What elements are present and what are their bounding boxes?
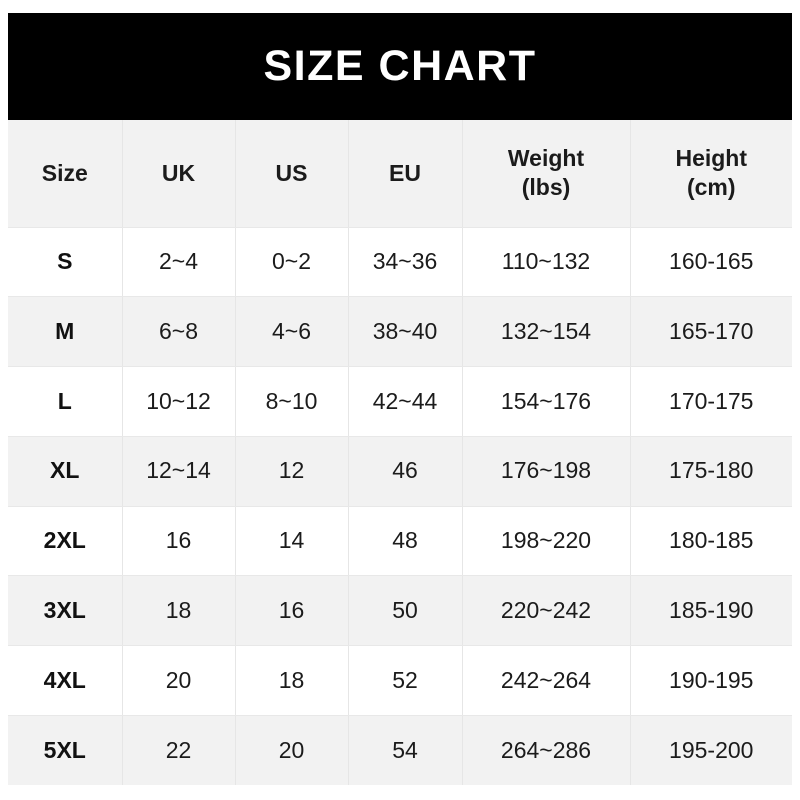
cell-size: S [8, 227, 123, 298]
column-header-uk: UK [122, 120, 236, 228]
column-header-weight: Weight (lbs) [462, 120, 631, 228]
table-row: 4XL 20 18 52 242~264 190-195 [8, 645, 792, 716]
cell-height: 185-190 [630, 575, 792, 646]
cell-size: L [8, 366, 123, 437]
column-header-us-line1: US [275, 159, 308, 186]
cell-height: 195-200 [669, 736, 754, 763]
cell-height: 190-195 [630, 645, 792, 716]
cell-weight: 264~286 [462, 715, 631, 785]
cell-uk: 12~14 [122, 436, 236, 507]
column-header-eu: EU [348, 120, 463, 228]
cell-weight: 110~132 [462, 227, 631, 298]
table-header-row: Size UK US EU Weight (lbs) Height (cm) [8, 120, 792, 228]
column-header-height-line1: Height [675, 144, 748, 171]
table-row: XL 12~14 12 46 176~198 175-180 [8, 436, 792, 507]
cell-uk: 2~4 [122, 227, 236, 298]
cell-us: 18 [235, 645, 349, 716]
title-banner: SIZE CHART [8, 13, 792, 120]
table-header: Size UK US EU Weight (lbs) Height (cm) [8, 120, 792, 228]
column-header-eu-line1: EU [389, 159, 421, 186]
column-header-weight-line2: (lbs) [521, 174, 571, 201]
cell-eu: 54 [348, 715, 463, 785]
cell-size: 4XL [8, 645, 123, 716]
cell-height: 180-185 [630, 506, 792, 577]
column-header-size-line1: Size [41, 159, 88, 186]
column-header-height-line2: (cm) [686, 174, 736, 201]
cell-uk: 20 [122, 645, 236, 716]
cell-uk: 10~12 [122, 366, 236, 437]
table-row: 3XL 18 16 50 220~242 185-190 [8, 575, 792, 646]
cell-height: 175-180 [630, 436, 792, 507]
cell-uk: 16 [122, 506, 236, 577]
cell-height: 170-175 [630, 366, 792, 437]
cell-weight: 220~242 [462, 575, 631, 646]
cell-weight: 242~264 [462, 645, 631, 716]
table-row: 2XL 16 14 48 198~220 180-185 [8, 506, 792, 577]
cell-eu: 42~44 [348, 366, 463, 437]
cell-uk: 18 [122, 575, 236, 646]
cell-size: XL [8, 436, 123, 507]
cell-eu: 34~36 [348, 227, 463, 298]
table-row: L 10~12 8~10 42~44 154~176 170-175 [8, 366, 792, 437]
cell-height: 165-170 [630, 296, 792, 367]
table-body: S 2~4 0~2 34~36 110~132 160-165 M 6~8 4~… [8, 227, 792, 785]
cell-us: 16 [235, 575, 349, 646]
cell-weight: 132~154 [462, 296, 631, 367]
cell-height: 160-165 [630, 227, 792, 298]
table-row: S 2~4 0~2 34~36 110~132 160-165 [8, 227, 792, 298]
cell-eu: 38~40 [348, 296, 463, 367]
column-header-size: Size [8, 120, 123, 228]
size-chart-table: Size UK US EU Weight (lbs) Height (cm) [8, 120, 792, 785]
cell-uk: 22 [122, 715, 236, 785]
cell-eu: 46 [348, 436, 463, 507]
column-header-us: US [235, 120, 349, 228]
column-header-weight-line1: Weight [507, 144, 585, 171]
cell-eu: 48 [348, 506, 463, 577]
cell-us: 12 [235, 436, 349, 507]
cell-weight: 154~176 [462, 366, 631, 437]
cell-us: 8~10 [235, 366, 349, 437]
cell-size: 5XL [8, 715, 123, 785]
cell-us: 4~6 [235, 296, 349, 367]
table-row: 5XL 22 20 54 264~286 195-200 [8, 715, 792, 785]
cell-eu: 52 [348, 645, 463, 716]
cell-eu: 50 [348, 575, 463, 646]
cell-uk: 6~8 [122, 296, 236, 367]
column-header-uk-line1: UK [161, 159, 196, 186]
column-header-height: Height (cm) [630, 120, 792, 228]
cell-size: M [8, 296, 123, 367]
cell-size: 3XL [8, 575, 123, 646]
cell-weight: 176~198 [462, 436, 631, 507]
page-title: SIZE CHART [263, 42, 537, 90]
cell-us: 14 [235, 506, 349, 577]
cell-weight: 198~220 [462, 506, 631, 577]
cell-size: 2XL [8, 506, 123, 577]
cell-us: 0~2 [235, 227, 349, 298]
table-row: M 6~8 4~6 38~40 132~154 165-170 [8, 296, 792, 367]
cell-us: 20 [235, 715, 349, 785]
